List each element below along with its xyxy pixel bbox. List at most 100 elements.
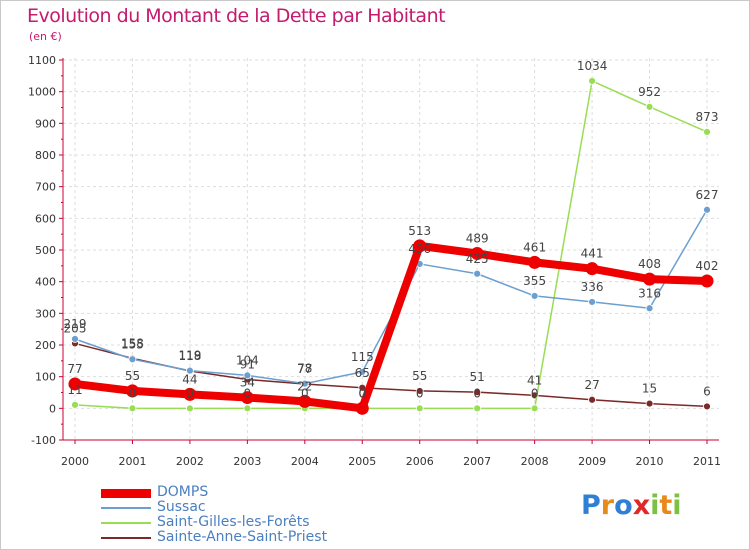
- data-label-sainte-anne-saint-priest: 77: [297, 362, 312, 376]
- data-label-saint-gilles-les-forets: 11: [67, 383, 82, 397]
- data-point-sainte-anne-saint-priest: [645, 399, 654, 408]
- legend-swatch: [101, 489, 151, 498]
- data-point-domps: [585, 262, 599, 276]
- data-point-saint-gilles-les-forets: [703, 127, 711, 136]
- y-tick-label: 1000: [28, 86, 56, 99]
- data-point-sussac: [243, 371, 252, 380]
- data-label-sainte-anne-saint-priest: 65: [355, 366, 370, 380]
- data-point-saint-gilles-les-forets: [473, 404, 482, 413]
- logo-letter: i: [650, 490, 660, 521]
- legend-swatch: [101, 537, 151, 539]
- data-point-domps: [125, 384, 139, 398]
- data-point-sussac: [530, 292, 539, 300]
- data-label-domps: 461: [523, 240, 546, 254]
- data-label-saint-gilles-les-forets: 0: [301, 386, 309, 400]
- data-label-saint-gilles-les-forets: 0: [358, 386, 366, 400]
- x-tick-label: 2002: [176, 455, 204, 468]
- data-label-sainte-anne-saint-priest: 51: [470, 370, 485, 384]
- x-tick-label: 2007: [463, 455, 491, 468]
- chart-subtitle: (en €): [29, 30, 62, 43]
- data-label-sainte-anne-saint-priest: 118: [178, 349, 201, 363]
- data-label-domps: 0: [358, 386, 366, 400]
- data-label-sussac: 355: [523, 274, 546, 288]
- data-label-saint-gilles-les-forets: 1034: [577, 59, 608, 73]
- data-label-sainte-anne-saint-priest: 41: [527, 373, 542, 387]
- data-point-saint-gilles-les-forets: [186, 404, 194, 413]
- data-label-domps: 489: [466, 231, 489, 245]
- data-point-sussac: [588, 298, 596, 306]
- logo-letter: t: [659, 490, 673, 521]
- data-label-saint-gilles-les-forets: 0: [531, 386, 539, 400]
- legend-swatch: [101, 507, 151, 509]
- data-point-domps: [643, 272, 657, 286]
- legend-label: DOMPS: [157, 484, 209, 500]
- data-label-sussac: 627: [696, 188, 719, 202]
- legend-label: Sussac: [157, 499, 206, 515]
- data-point-sussac: [186, 366, 194, 375]
- legend-swatch: [101, 522, 151, 524]
- data-point-sussac: [300, 379, 309, 388]
- logo-letter: i: [672, 490, 682, 521]
- data-point-saint-gilles-les-forets: [415, 404, 424, 413]
- data-label-sussac: 456: [408, 242, 431, 256]
- data-label-sainte-anne-saint-priest: 205: [64, 321, 87, 335]
- data-label-sussac: 78: [297, 362, 312, 376]
- data-label-sainte-anne-saint-priest: 15: [642, 382, 657, 396]
- data-point-sainte-anne-saint-priest: [588, 395, 596, 404]
- data-label-sainte-anne-saint-priest: 27: [584, 378, 599, 392]
- data-point-sussac: [645, 304, 654, 313]
- data-label-saint-gilles-les-forets: 0: [244, 386, 252, 400]
- y-tick-label: -100: [31, 434, 56, 447]
- x-tick-label: 2010: [636, 455, 664, 468]
- legend-label: Sainte-Anne-Saint-Priest: [157, 529, 328, 545]
- data-label-sussac: 104: [236, 353, 259, 367]
- data-label-domps: 22: [297, 379, 312, 393]
- logo-letter: o: [614, 490, 633, 521]
- data-label-sainte-anne-saint-priest: 91: [240, 358, 255, 372]
- data-label-saint-gilles-les-forets: 952: [638, 85, 661, 99]
- data-label-sussac: 155: [121, 337, 144, 351]
- data-point-sainte-anne-saint-priest: [415, 387, 424, 395]
- y-tick-label: 900: [35, 117, 56, 130]
- data-point-domps: [183, 387, 197, 401]
- data-label-sussac: 425: [466, 252, 489, 266]
- series-line-saint-gilles-les-forets: [74, 80, 708, 410]
- data-point-saint-gilles-les-forets: [128, 404, 137, 413]
- x-tick-label: 2006: [406, 455, 434, 468]
- data-point-sussac: [473, 269, 482, 278]
- x-tick-label: 2003: [233, 455, 261, 468]
- data-label-domps: 34: [240, 376, 255, 390]
- chart-title: Evolution du Montant de la Dette par Hab…: [27, 5, 446, 27]
- data-label-domps: 402: [696, 259, 719, 273]
- x-tick-label: 2005: [348, 455, 376, 468]
- x-tick-label: 2001: [118, 455, 146, 468]
- data-label-domps: 55: [125, 369, 140, 383]
- y-tick-label: 500: [35, 244, 56, 257]
- line-chart: -100010020030040050060070080090010001100…: [28, 54, 721, 468]
- data-point-domps: [68, 377, 82, 391]
- logo-letter: P: [581, 490, 601, 521]
- data-label-sussac: 316: [638, 286, 661, 300]
- data-label-sainte-anne-saint-priest: 158: [121, 336, 144, 350]
- data-point-sainte-anne-saint-priest: [473, 388, 482, 397]
- x-tick-label: 2008: [521, 455, 549, 468]
- y-tick-label: 300: [35, 307, 56, 320]
- data-point-sussac: [128, 355, 137, 364]
- data-label-saint-gilles-les-forets: 873: [696, 110, 719, 124]
- data-label-domps: 408: [638, 257, 661, 271]
- data-point-domps: [470, 246, 484, 260]
- x-tick-label: 2011: [693, 455, 721, 468]
- data-label-domps: 44: [182, 372, 197, 386]
- data-point-sussac: [71, 335, 79, 343]
- data-point-domps: [355, 401, 369, 415]
- data-label-sainte-anne-saint-priest: 6: [703, 384, 711, 398]
- data-label-domps: 513: [408, 224, 431, 238]
- data-point-saint-gilles-les-forets: [71, 400, 79, 409]
- data-point-domps: [413, 239, 427, 253]
- data-point-domps: [240, 391, 254, 405]
- y-tick-label: 200: [35, 339, 56, 352]
- x-tick-label: 2004: [291, 455, 319, 468]
- y-tick-label: 0: [49, 402, 56, 415]
- x-tick-label: 2009: [578, 455, 606, 468]
